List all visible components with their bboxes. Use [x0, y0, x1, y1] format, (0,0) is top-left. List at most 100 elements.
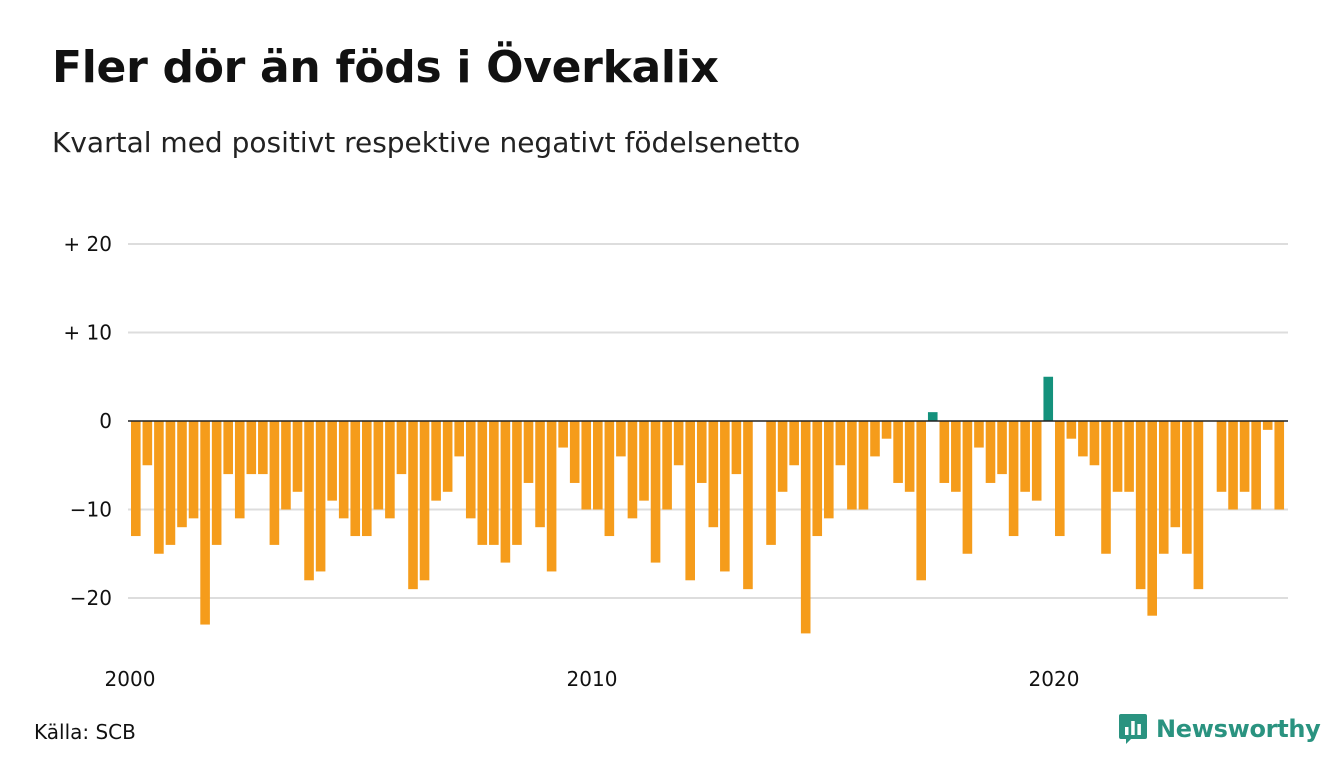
- grid-layer: [128, 243, 1288, 599]
- y-tick-label-3: −10: [70, 498, 112, 522]
- bar-2: [154, 421, 164, 554]
- source-note: Källa: SCB: [34, 720, 136, 744]
- chart-title: Fler dör än föds i Överkalix: [52, 42, 719, 93]
- bar-49: [696, 421, 707, 483]
- bar-51: [720, 421, 730, 572]
- bar-92: [1193, 421, 1204, 590]
- bar-86: [1124, 421, 1134, 492]
- bar-34: [523, 421, 534, 483]
- bar-99: [1274, 421, 1285, 510]
- bar-13: [281, 421, 291, 510]
- x-tick-label-1: 2010: [567, 667, 618, 691]
- bar-60: [824, 421, 834, 519]
- bar-25: [419, 421, 430, 581]
- chart-subtitle: Kvartal med positivt respektive negativt…: [52, 126, 801, 159]
- bar-41: [604, 421, 615, 537]
- bar-0: [131, 421, 141, 537]
- bar-3: [165, 421, 176, 545]
- bar-40: [593, 421, 603, 510]
- y-tick-label-4: −20: [70, 586, 112, 610]
- bar-35: [535, 421, 545, 528]
- bar-79: [1043, 376, 1054, 421]
- bar-91: [1182, 421, 1192, 554]
- bar-57: [789, 421, 799, 466]
- bar-78: [1031, 421, 1042, 501]
- bar-32: [500, 421, 511, 563]
- bar-72: [962, 421, 973, 554]
- bar-11: [258, 421, 268, 475]
- bar-95: [1228, 421, 1238, 510]
- bar-42: [616, 421, 626, 457]
- bar-6: [200, 421, 210, 625]
- bar-73: [974, 421, 984, 448]
- bar-5: [188, 421, 199, 519]
- bar-61: [835, 421, 846, 466]
- bar-53: [743, 421, 753, 590]
- newsworthy-bar-logo-icon: [1119, 714, 1147, 744]
- y-tick-label-1: + 10: [63, 321, 112, 345]
- bar-52: [731, 421, 742, 475]
- brand-logo: Newsworthy: [1118, 712, 1321, 746]
- bar-27: [442, 421, 453, 492]
- bar-1: [142, 421, 153, 466]
- bars: [131, 376, 1285, 634]
- bar-84: [1101, 421, 1111, 554]
- bar-68: [916, 421, 926, 581]
- bar-33: [512, 421, 522, 545]
- y-tick-label-0: + 20: [63, 232, 112, 256]
- y-tick-label-2: 0: [99, 409, 112, 433]
- bar-64: [870, 421, 880, 457]
- bar-62: [847, 421, 857, 510]
- bar-90: [1170, 421, 1181, 528]
- bar-26: [431, 421, 441, 501]
- bar-29: [465, 421, 476, 519]
- bar-85: [1112, 421, 1123, 492]
- bar-39: [581, 421, 592, 510]
- bar-89: [1158, 421, 1169, 554]
- x-tick-label-0: 2000: [105, 667, 156, 691]
- bar-19: [350, 421, 361, 537]
- brand-name: Newsworthy: [1156, 715, 1321, 743]
- bar-70: [939, 421, 950, 483]
- bar-55: [766, 421, 776, 545]
- bar-88: [1147, 421, 1157, 616]
- bar-65: [881, 421, 892, 439]
- bar-21: [373, 421, 384, 510]
- bar-74: [985, 421, 996, 483]
- bar-67: [904, 421, 915, 492]
- bar-83: [1089, 421, 1100, 466]
- bar-87: [1135, 421, 1146, 590]
- bar-58: [800, 421, 811, 634]
- bar-31: [489, 421, 499, 545]
- bar-43: [627, 421, 638, 519]
- bar-36: [546, 421, 557, 572]
- bar-82: [1078, 421, 1088, 457]
- bar-59: [812, 421, 823, 537]
- bar-63: [858, 421, 869, 510]
- bar-56: [777, 421, 788, 492]
- bar-98: [1262, 421, 1273, 430]
- bar-4: [177, 421, 187, 528]
- bar-16: [315, 421, 326, 572]
- bar-23: [396, 421, 407, 475]
- bar-7: [211, 421, 222, 545]
- bar-18: [338, 421, 349, 519]
- bar-14: [292, 421, 303, 492]
- y-axis-labels: + 20 + 10 0 −10 −20: [63, 232, 112, 610]
- bar-9: [234, 421, 245, 519]
- bar-12: [269, 421, 280, 545]
- bar-77: [1020, 421, 1030, 492]
- x-axis-labels: 2000 2010 2020: [105, 667, 1080, 691]
- bar-66: [893, 421, 903, 483]
- bar-81: [1066, 421, 1077, 439]
- bar-20: [362, 421, 372, 537]
- bar-30: [477, 421, 488, 545]
- bar-38: [569, 421, 580, 483]
- x-tick-label-2: 2020: [1029, 667, 1080, 691]
- bar-37: [558, 421, 568, 448]
- bar-24: [408, 421, 418, 590]
- bar-50: [708, 421, 719, 528]
- bar-47: [673, 421, 684, 466]
- bar-97: [1251, 421, 1261, 510]
